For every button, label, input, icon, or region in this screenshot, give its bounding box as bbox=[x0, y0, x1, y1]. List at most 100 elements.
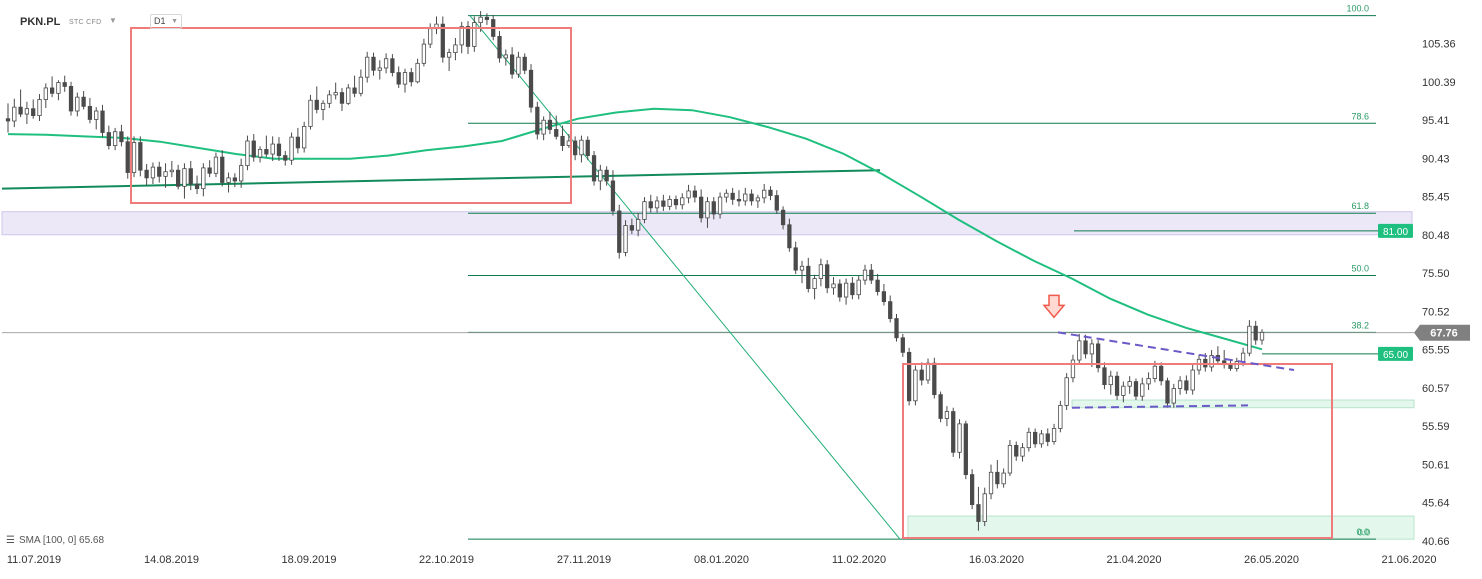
candle-down bbox=[1033, 431, 1038, 445]
instrument-type-label: STC CFD bbox=[69, 18, 102, 26]
symbol-label: PKN.PL bbox=[20, 16, 61, 28]
timeframe-value: D1 bbox=[154, 16, 166, 26]
candle-up bbox=[446, 52, 452, 58]
candle-up bbox=[843, 282, 849, 298]
candle-up bbox=[818, 264, 824, 279]
candle-up bbox=[1077, 340, 1082, 361]
candle-down bbox=[793, 247, 798, 271]
candle-down bbox=[995, 471, 1000, 485]
candle-down bbox=[617, 210, 622, 253]
x-tick-label: 08.01.2020 bbox=[694, 554, 749, 566]
candle-up bbox=[1209, 355, 1214, 368]
candle-up bbox=[245, 140, 250, 166]
y-tick-label: 80.48 bbox=[1422, 230, 1450, 242]
y-tick-label: 75.50 bbox=[1422, 268, 1450, 280]
candle-up bbox=[415, 62, 420, 83]
price-marker bbox=[1378, 346, 1413, 361]
candle-down bbox=[547, 119, 553, 130]
fib-level-label: 78.6 bbox=[1351, 111, 1369, 121]
x-tick-label: 21.04.2020 bbox=[1106, 554, 1161, 566]
timeframe-chevron-icon: ▼ bbox=[171, 18, 178, 25]
candle-up bbox=[150, 166, 156, 179]
candle-down bbox=[49, 87, 55, 94]
arrow-down-icon bbox=[1042, 294, 1066, 319]
fib-level-label: 61.8 bbox=[1351, 201, 1369, 211]
trendline bbox=[1, 169, 881, 190]
candle-down bbox=[900, 337, 905, 353]
candle-up bbox=[925, 362, 931, 381]
candle-down bbox=[1253, 325, 1258, 341]
candle-down bbox=[560, 135, 565, 146]
candle-down bbox=[295, 136, 301, 149]
candle-up bbox=[402, 72, 408, 85]
candle-up bbox=[1089, 343, 1094, 355]
candle-down bbox=[573, 140, 578, 156]
candle-down bbox=[661, 200, 666, 207]
candle-down bbox=[932, 362, 937, 396]
candle-up bbox=[24, 108, 30, 115]
x-tick-label: 21.06.2020 bbox=[1381, 554, 1436, 566]
candle-down bbox=[1083, 340, 1088, 355]
candle-down bbox=[390, 58, 395, 73]
candle-down bbox=[919, 369, 924, 381]
x-tick-label: 14.08.2019 bbox=[144, 554, 199, 566]
candle-down bbox=[1102, 367, 1107, 386]
candle-up bbox=[598, 169, 603, 182]
candle-down bbox=[283, 155, 288, 161]
candle-down bbox=[276, 143, 282, 156]
candle-up bbox=[1058, 405, 1063, 429]
candle-up bbox=[163, 171, 168, 177]
timeframe-select[interactable]: D1 ▼ bbox=[150, 14, 182, 29]
candle-down bbox=[1114, 375, 1120, 396]
candle-down bbox=[749, 193, 754, 202]
highlight-box-bottom bbox=[902, 363, 1333, 539]
candle-up bbox=[383, 58, 389, 69]
candle-down bbox=[610, 180, 616, 212]
candle-down bbox=[188, 168, 193, 185]
candle-down bbox=[673, 199, 679, 206]
candle-up bbox=[1171, 388, 1176, 404]
candle-up bbox=[856, 279, 861, 296]
candle-down bbox=[976, 504, 981, 522]
candle-down bbox=[81, 96, 86, 107]
candle-down bbox=[396, 72, 401, 85]
candle-up bbox=[257, 149, 263, 158]
candle-down bbox=[100, 110, 105, 133]
candle-down bbox=[938, 394, 943, 419]
candle-up bbox=[944, 411, 950, 419]
candle-up bbox=[37, 99, 42, 117]
candle-up bbox=[1007, 444, 1013, 474]
price-marker-label: 81.00 bbox=[1383, 227, 1408, 238]
candle-down bbox=[768, 189, 773, 196]
x-tick-label: 26.05.2020 bbox=[1244, 554, 1299, 566]
candle-up bbox=[799, 265, 805, 271]
chevron-down-icon[interactable]: ▼ bbox=[109, 16, 117, 25]
sma-line bbox=[7, 107, 1263, 351]
candle-down bbox=[837, 283, 842, 298]
y-tick-label: 65.55 bbox=[1422, 345, 1450, 357]
fib-anchor-line bbox=[469, 15, 901, 540]
indicator-legend[interactable]: ☰ SMA [100, 0] 65.68 bbox=[6, 535, 104, 546]
candle-down bbox=[125, 141, 130, 173]
candle-down bbox=[774, 195, 779, 211]
candle-down bbox=[585, 139, 590, 156]
x-tick-label: 27.11.2019 bbox=[557, 554, 611, 566]
candle-up bbox=[1152, 365, 1158, 379]
candle-down bbox=[409, 72, 414, 83]
candle-up bbox=[1247, 325, 1252, 354]
candle-up bbox=[1240, 352, 1246, 362]
candle-up bbox=[982, 493, 987, 522]
candle-up bbox=[239, 165, 244, 182]
candle-down bbox=[780, 209, 786, 226]
zones-layer bbox=[1, 211, 1415, 540]
candle-up bbox=[289, 136, 294, 161]
candle-up bbox=[1051, 428, 1057, 442]
candle-up bbox=[636, 218, 641, 231]
candle-up bbox=[365, 56, 370, 78]
candle-up bbox=[862, 269, 868, 281]
y-tick-label: 105.36 bbox=[1422, 39, 1456, 51]
x-tick-label: 16.03.2020 bbox=[969, 554, 1024, 566]
sma-label: SMA [100, 0] 65.68 bbox=[18, 535, 105, 546]
